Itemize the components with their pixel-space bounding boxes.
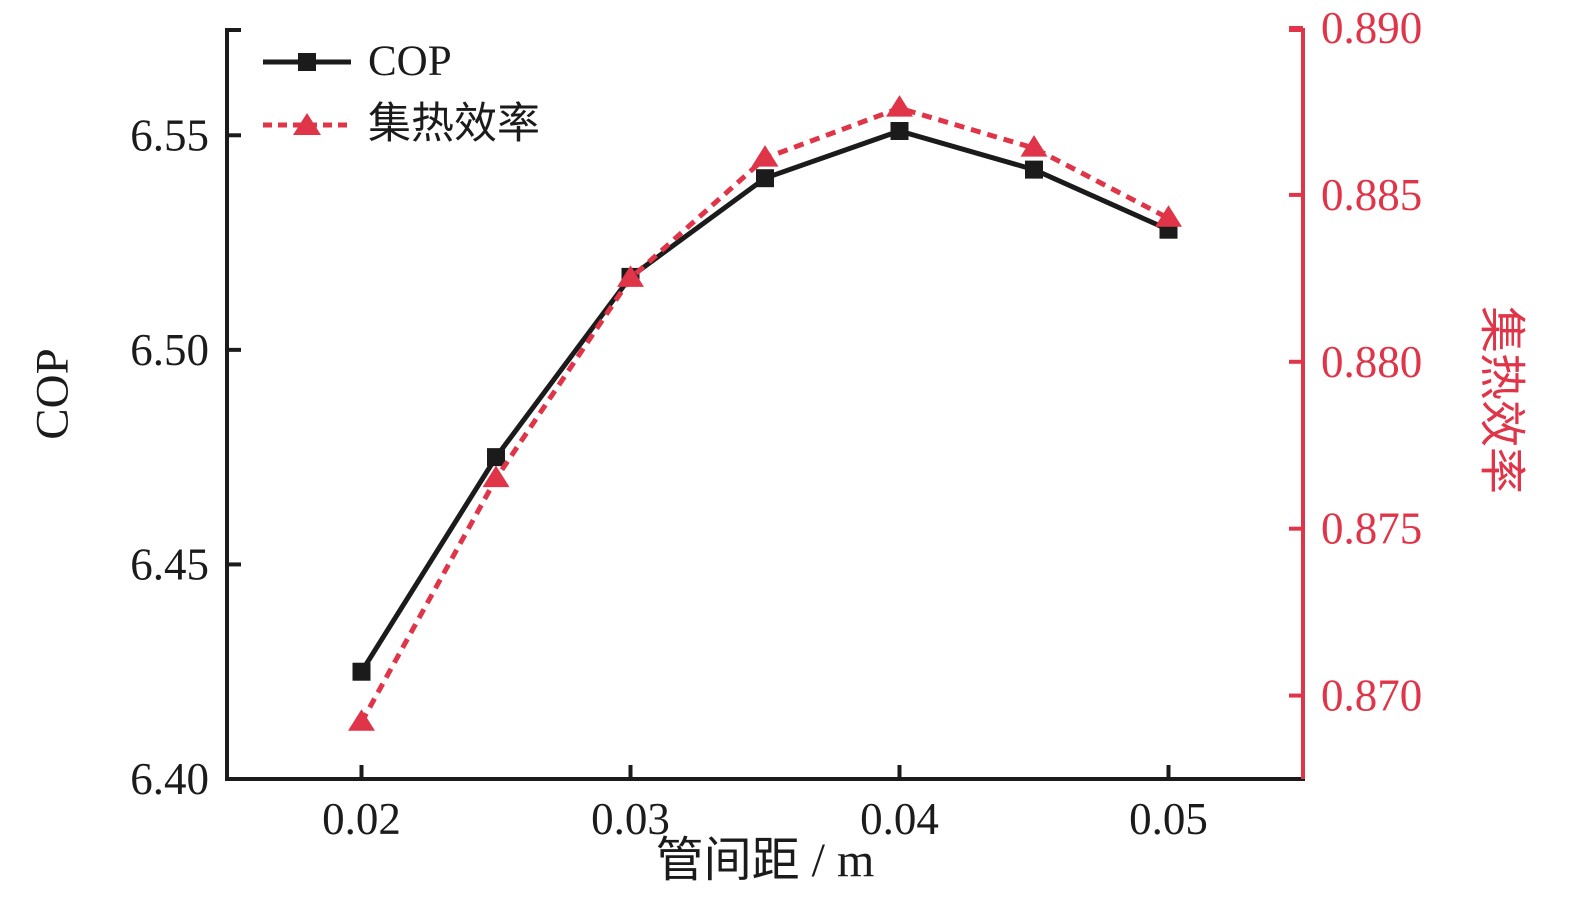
svg-text:0.02: 0.02	[322, 794, 401, 844]
legend-label-efficiency: 集热效率	[368, 101, 540, 148]
svg-text:0.885: 0.885	[1321, 170, 1422, 220]
efficiency-legend-marker-icon	[263, 112, 351, 135]
left-axis-title: COP	[26, 348, 79, 440]
svg-text:0.03: 0.03	[591, 794, 670, 844]
legend-item-cop: COP	[263, 30, 540, 93]
legend-item-efficiency: 集热效率	[263, 93, 540, 156]
right-axis-title: 集热效率	[1474, 306, 1527, 494]
legend-label-cop: COP	[368, 38, 452, 85]
cop-legend-marker-icon	[263, 52, 351, 71]
svg-text:0.870: 0.870	[1321, 671, 1422, 721]
legend: COP 集热效率	[263, 30, 540, 156]
svg-text:0.890: 0.890	[1321, 3, 1422, 53]
svg-text:6.55: 6.55	[130, 110, 209, 160]
svg-text:0.875: 0.875	[1321, 504, 1422, 554]
svg-text:6.50: 6.50	[130, 325, 209, 375]
svg-text:6.45: 6.45	[130, 539, 209, 589]
svg-text:6.40: 6.40	[130, 754, 209, 804]
svg-text:0.880: 0.880	[1321, 337, 1422, 387]
x-axis-title: 管间距 / m	[655, 834, 875, 887]
svg-text:0.04: 0.04	[860, 794, 939, 844]
svg-text:0.05: 0.05	[1129, 794, 1208, 844]
